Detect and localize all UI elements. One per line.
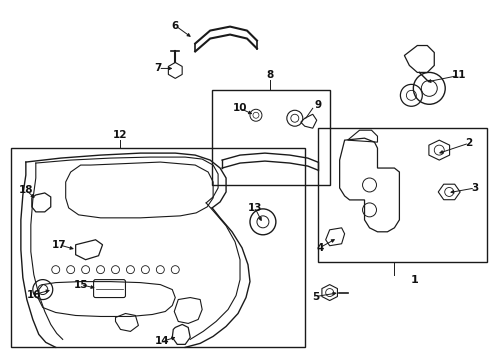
Text: 9: 9 (314, 100, 321, 110)
Text: 11: 11 (452, 71, 466, 80)
Text: 8: 8 (266, 71, 273, 80)
Text: 1: 1 (411, 275, 418, 285)
Text: 2: 2 (466, 138, 473, 148)
Bar (11, 148, 305, 347)
Text: 15: 15 (74, 280, 88, 289)
Text: 7: 7 (155, 63, 162, 73)
Text: 12: 12 (113, 130, 128, 140)
Text: 14: 14 (155, 336, 170, 346)
Text: 5: 5 (312, 292, 319, 302)
Text: 18: 18 (19, 185, 33, 195)
Text: 6: 6 (172, 21, 179, 31)
Text: 10: 10 (233, 103, 247, 113)
Text: 17: 17 (51, 240, 66, 250)
Text: 4: 4 (316, 243, 323, 253)
Bar (318, 128, 487, 262)
Text: 16: 16 (26, 289, 41, 300)
Text: 13: 13 (248, 203, 262, 213)
Bar (212, 90, 330, 185)
Text: 3: 3 (471, 183, 479, 193)
